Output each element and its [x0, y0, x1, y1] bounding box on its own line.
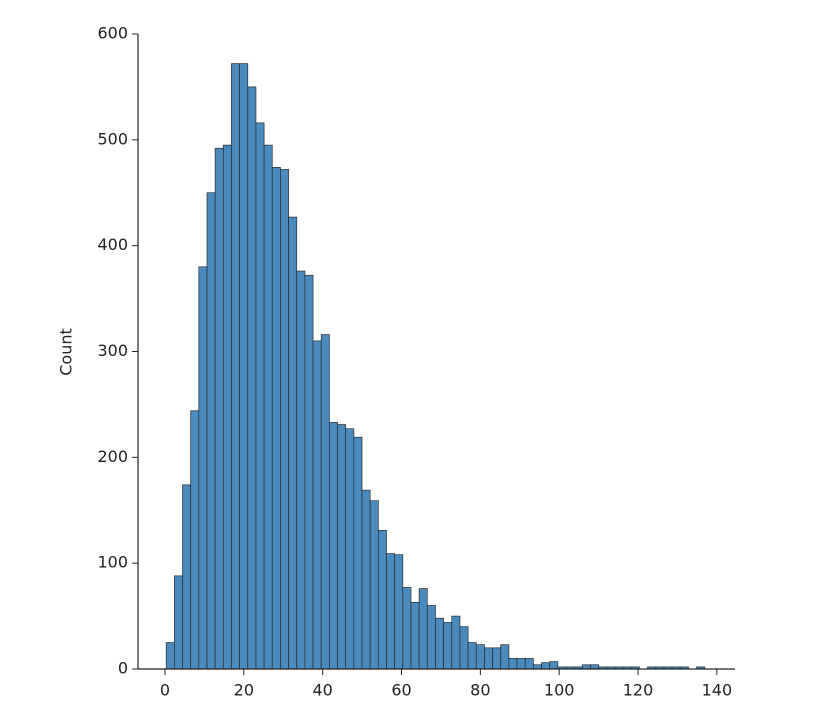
bar	[508, 658, 518, 670]
bar	[361, 489, 371, 670]
bar	[280, 169, 289, 670]
bar	[288, 216, 298, 670]
y-axis-label: Count	[57, 328, 76, 376]
bar	[369, 500, 379, 670]
bar	[435, 617, 444, 670]
y-tick-label: 600	[97, 24, 128, 43]
y-tick-label: 100	[97, 553, 128, 572]
x-tick-label: 80	[470, 681, 490, 700]
bar	[329, 422, 338, 670]
x-tick-label: 20	[234, 681, 254, 700]
bar	[173, 575, 183, 670]
bar	[247, 86, 257, 670]
y-tick-label: 200	[97, 447, 128, 466]
bar	[239, 63, 249, 670]
bar	[484, 647, 493, 670]
bar	[492, 647, 502, 670]
x-tick-label: 100	[544, 681, 575, 700]
bar	[263, 144, 273, 670]
bar	[345, 428, 355, 670]
bar	[320, 334, 330, 670]
bar	[165, 642, 175, 670]
bar	[206, 192, 216, 670]
bar	[475, 644, 485, 670]
bar	[418, 588, 428, 670]
bar	[182, 484, 192, 670]
bar	[467, 642, 477, 670]
bar	[222, 144, 232, 670]
bar	[377, 530, 387, 670]
bar	[459, 626, 469, 670]
bar	[524, 658, 534, 670]
bar	[549, 661, 559, 670]
bar	[190, 410, 200, 670]
bar	[231, 63, 240, 670]
bar	[541, 662, 551, 670]
bar	[394, 554, 404, 670]
bar	[386, 553, 396, 670]
x-tick-label: 140	[702, 681, 733, 700]
bar	[214, 147, 224, 670]
bar	[443, 622, 453, 670]
bar	[353, 436, 363, 670]
bar	[516, 658, 526, 670]
bar	[255, 122, 265, 670]
bar	[337, 424, 347, 670]
bar	[296, 270, 306, 670]
bar	[590, 664, 599, 670]
bar	[410, 601, 420, 670]
x-tick-label: 120	[623, 681, 654, 700]
x-tick-label: 40	[312, 681, 332, 700]
bar	[500, 644, 510, 670]
bar	[402, 587, 412, 670]
bar	[426, 605, 436, 670]
y-tick-label: 0	[118, 659, 128, 678]
bar	[312, 340, 322, 670]
y-tick-label: 500	[97, 129, 128, 148]
y-tick-label: 400	[97, 235, 128, 254]
x-tick-label: 0	[160, 681, 170, 700]
x-tick-label: 60	[391, 681, 411, 700]
y-tick-label: 300	[97, 341, 128, 360]
bar	[304, 274, 314, 670]
bar	[451, 615, 461, 670]
bar	[533, 664, 542, 670]
bar	[271, 167, 281, 670]
bar	[198, 266, 208, 670]
bar	[581, 664, 591, 670]
